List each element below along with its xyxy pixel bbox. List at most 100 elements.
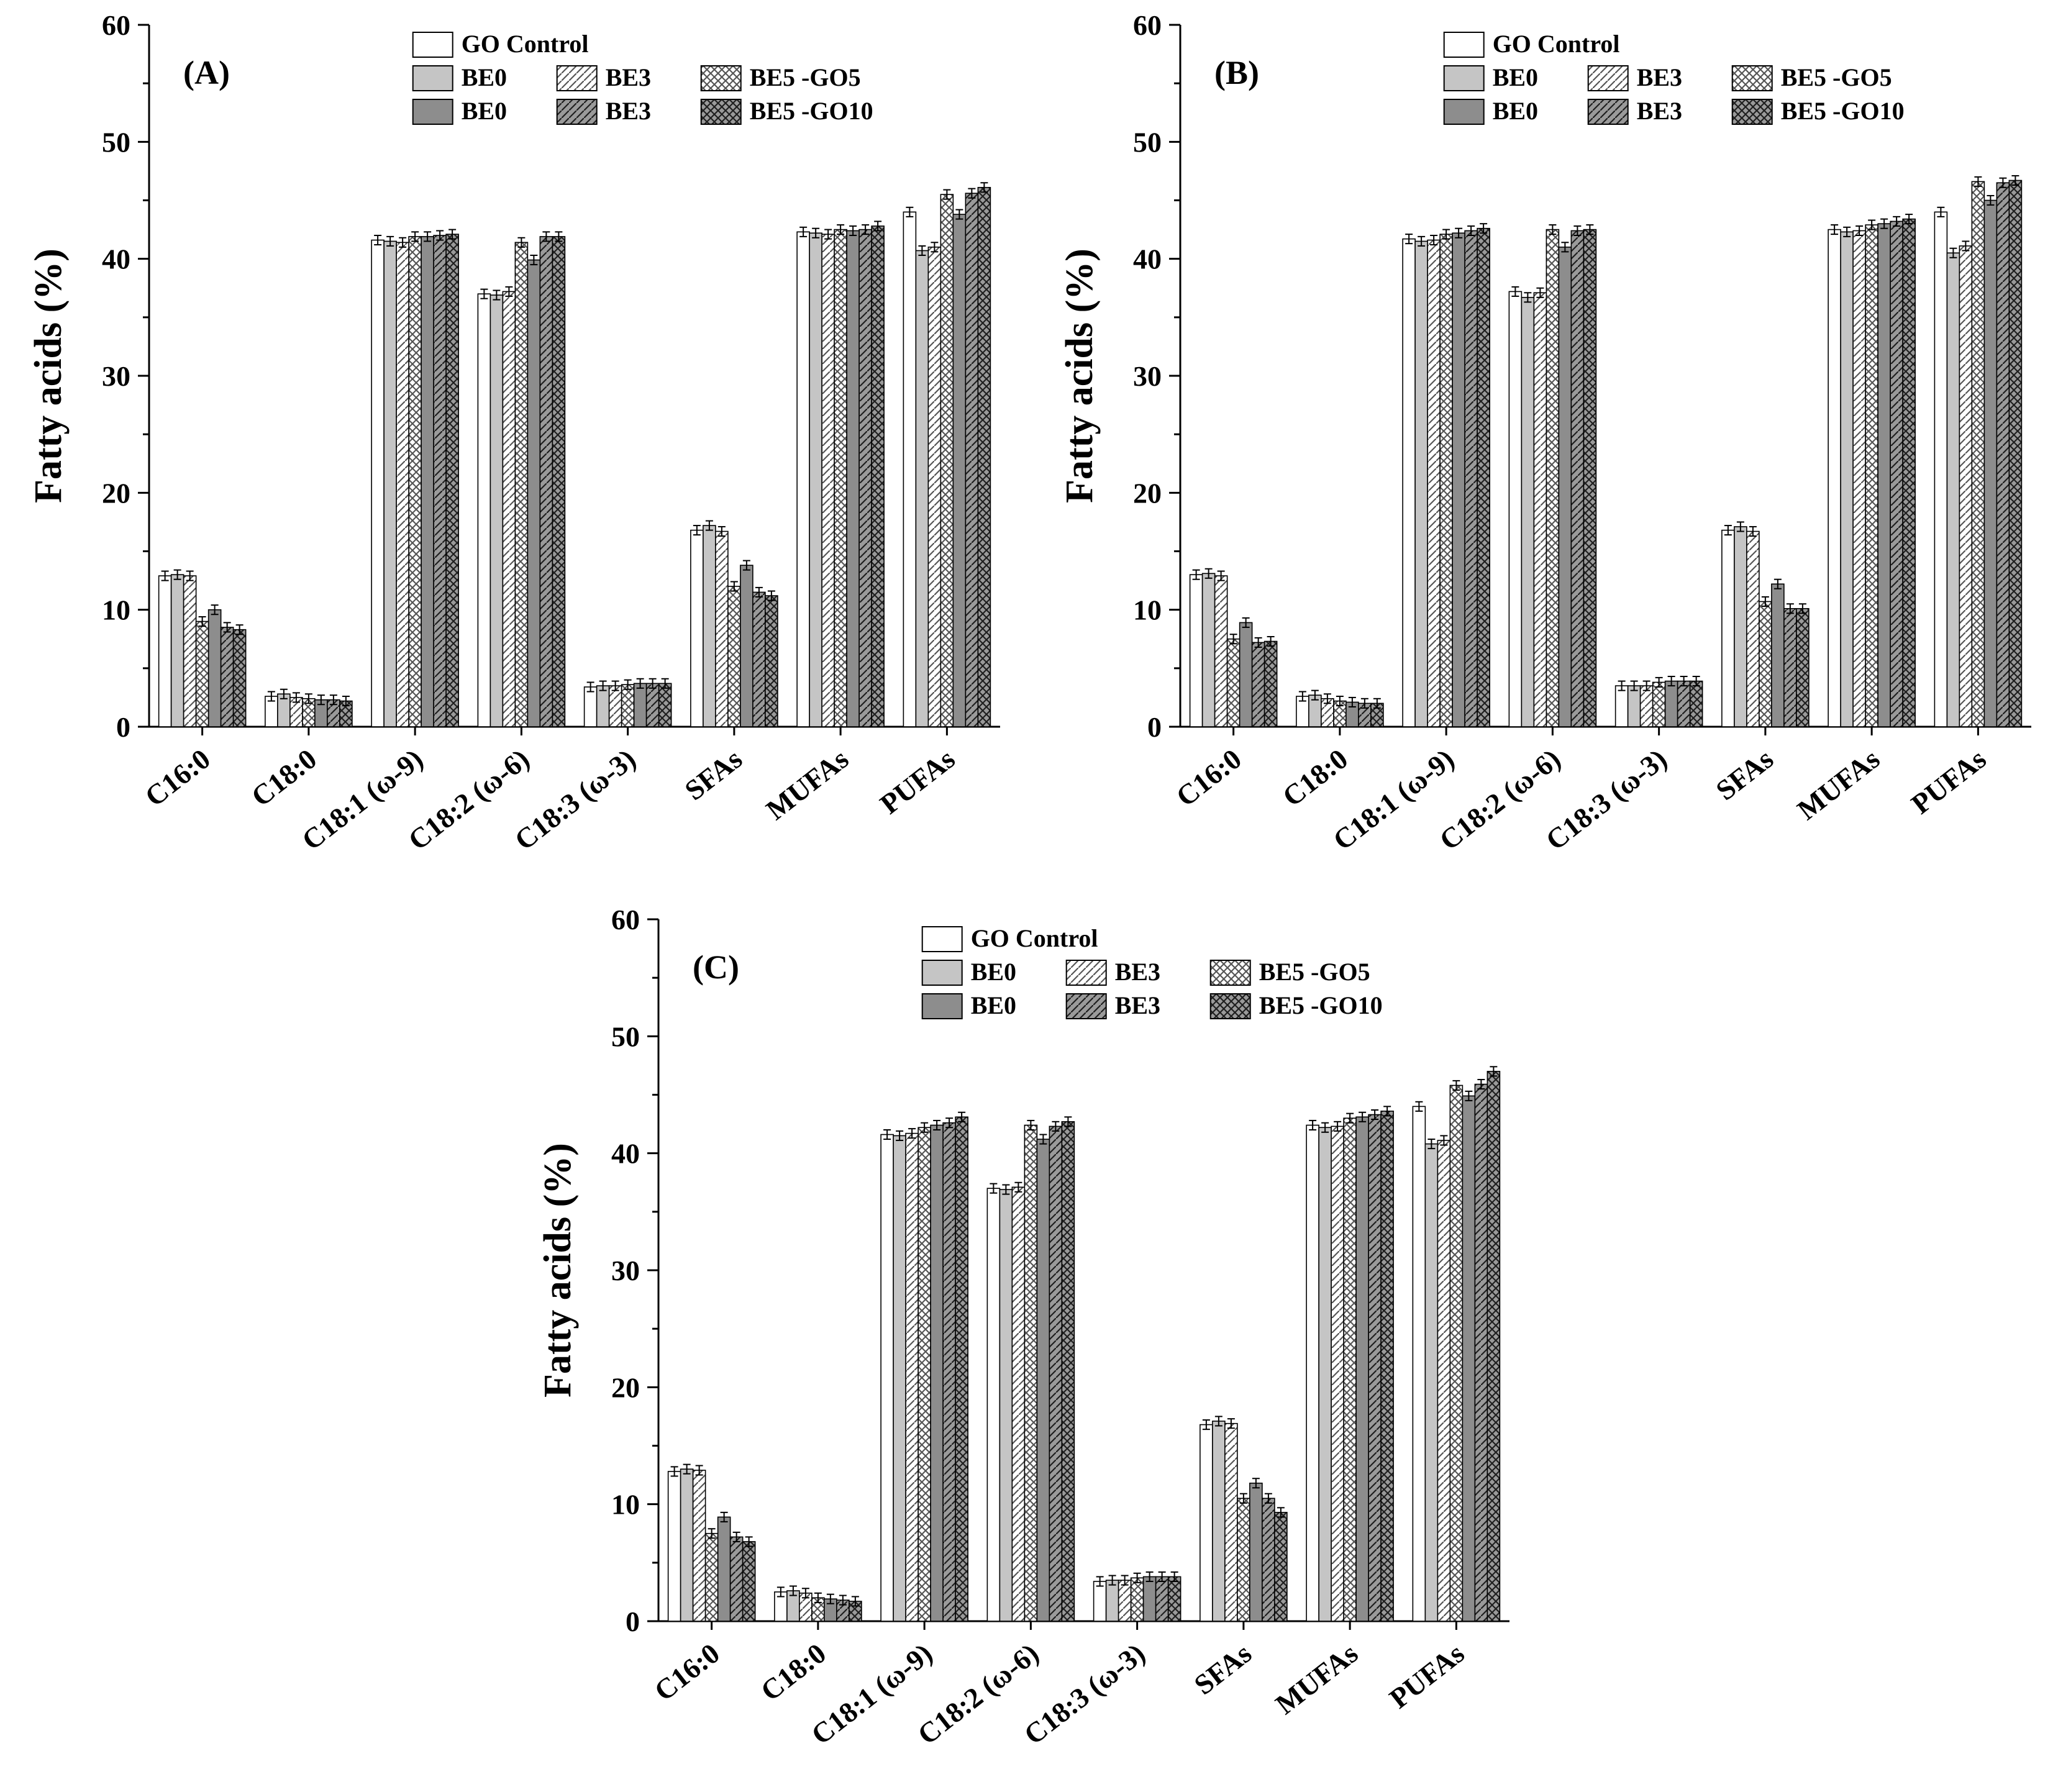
x-category-label: PUFAs	[874, 743, 960, 821]
bar-GOControl-SFAs	[1721, 529, 1735, 727]
bar-BE5-GO10-MUFAs	[1902, 218, 1916, 727]
bar-GOControl-MUFAs	[796, 231, 810, 727]
bar-BE3-C18:3	[608, 685, 622, 727]
y-tick-label: 40	[102, 243, 130, 275]
x-category-label: C16:0	[649, 1637, 726, 1708]
bar-BE5-GO10-C18:3	[658, 683, 672, 727]
bar-BE0-C18:3	[1142, 1576, 1157, 1622]
bar-BE0-MUFAs	[809, 232, 822, 727]
legend-swatch-solid-light	[921, 960, 963, 986]
legend-item: BE3	[1065, 991, 1160, 1019]
bar-BE3-C16:0	[183, 575, 197, 727]
bar-BE0-PUFAs	[1424, 1143, 1439, 1622]
bar-BE3-C18:3	[1155, 1576, 1169, 1622]
bar-BE5-GO10-SFAs	[1796, 607, 1810, 727]
bar-BE5-GO10-C18:2	[1583, 229, 1597, 727]
bar-BE5-GO5-C18:3	[621, 684, 635, 727]
bar-BE3-SFAs	[1262, 1498, 1275, 1622]
bar-BE0-C16:0	[170, 574, 184, 727]
legend-item: BE3	[1587, 63, 1682, 91]
legend-label: GO Control	[1493, 30, 1620, 58]
bar-BE0-C18:3	[633, 683, 647, 727]
bar-BE0-C16:0	[1201, 573, 1216, 727]
legend-label: BE5 -GO5	[750, 63, 861, 91]
bar-BE3-C18:1	[396, 242, 409, 727]
legend-item: BE3	[1587, 97, 1682, 125]
bar-BE5-GO5-C18:1	[408, 236, 422, 727]
legend-swatch-diag-dark	[556, 99, 598, 125]
bar-GOControl-C18:1	[880, 1134, 894, 1622]
x-category-label: C16:0	[1170, 743, 1247, 813]
legend-item: GO Control	[921, 924, 1098, 952]
chart-panel-b: 0 10 20 30 40 50 60 Fatty acids (%) C16:0 C18:0 C1…	[1056, 6, 2050, 898]
bar-BE3-C18:3	[1677, 680, 1691, 727]
legend-item: BE3	[1065, 958, 1160, 986]
bar-GOControl-MUFAs	[1306, 1124, 1319, 1622]
bar-BE3-MUFAs	[1852, 230, 1866, 727]
bar-GOControl-PUFAs	[903, 211, 917, 727]
bar-BE5-GO5-C18:1	[1439, 234, 1453, 727]
bar-BE0-C16:0	[717, 1516, 731, 1622]
bar-BE0-PUFAs	[952, 214, 967, 727]
legend-label: BE5 -GO10	[1259, 991, 1383, 1019]
x-category-label: SFAs	[1188, 1637, 1257, 1701]
bar-BE5-GO10-C16:0	[742, 1541, 756, 1622]
y-tick-label: 40	[611, 1138, 640, 1170]
y-axis-title: Fatty acids (%)	[27, 248, 70, 503]
bar-BE5-GO10-C16:0	[232, 629, 247, 727]
legend-label: BE0	[462, 97, 507, 125]
bar-BE5-GO10-C18:3	[1167, 1576, 1182, 1622]
bar-BE0-MUFAs	[1318, 1127, 1332, 1622]
bar-BE5-GO5-C18:2	[1546, 229, 1560, 727]
y-tick-label: 60	[1133, 9, 1162, 41]
bar-BE5-GO5-PUFAs	[1971, 181, 1985, 727]
bar-BE3-C18:2	[502, 291, 516, 727]
legend-swatch-solid-dark	[1443, 99, 1485, 125]
legend-swatch-white	[412, 32, 453, 58]
bar-BE0-PUFAs	[1462, 1095, 1476, 1622]
bar-GOControl-C18:2	[1508, 291, 1523, 727]
x-category-label: MUFAs	[1270, 1637, 1364, 1721]
bar-BE3-C18:2	[1011, 1186, 1026, 1622]
legend-swatch-diag-dark	[1065, 993, 1107, 1019]
y-tick-label: 50	[611, 1021, 640, 1052]
bar-BE3-SFAs	[1224, 1422, 1238, 1622]
legend-swatch-white	[1443, 32, 1485, 58]
y-tick-label: 60	[611, 904, 640, 935]
chart-panel-a: 0 10 20 30 40 50 60 Fatty acids (%) C16:0 C18:0 C1…	[25, 6, 1019, 898]
y-tick-label: 30	[611, 1255, 640, 1286]
bar-BE0-MUFAs	[1355, 1116, 1369, 1622]
bar-BE0-C18:3	[596, 685, 610, 727]
bar-BE3-SFAs	[1783, 607, 1797, 727]
bar-GOControl-C18:3	[1093, 1581, 1107, 1622]
bar-BE3-PUFAs	[1996, 182, 2010, 727]
bar-BE3-C18:1	[942, 1122, 956, 1622]
y-tick-label: 0	[116, 711, 130, 743]
bar-BE3-C18:1	[433, 235, 447, 727]
bar-BE3-C18:3	[1118, 1580, 1132, 1622]
bar-BE0-SFAs	[1249, 1482, 1263, 1622]
bar-BE0-C18:2	[527, 259, 541, 727]
legend-label: BE3	[1115, 958, 1160, 986]
x-category-label: C18:0	[245, 743, 322, 813]
bar-BE0-C18:1	[1414, 240, 1428, 727]
y-tick-label: 50	[102, 126, 130, 158]
legend-item: GO Control	[412, 30, 589, 58]
legend-item: BE0	[1443, 97, 1538, 125]
bar-BE5-GO10-C18:3	[1689, 680, 1703, 727]
chart-panel-c: 0 10 20 30 40 50 60 Fatty acids (%) C16:0 C18:0 C1…	[534, 901, 1528, 1792]
bar-BE5-GO10-C18:1	[1477, 227, 1490, 727]
legend-label: BE3	[606, 97, 651, 125]
legend-item: BE0	[921, 991, 1016, 1019]
legend-item: BE0	[1443, 63, 1538, 91]
bar-BE0-MUFAs	[1840, 231, 1854, 727]
bar-BE3-MUFAs	[1368, 1114, 1382, 1622]
bar-GOControl-C16:0	[1189, 574, 1203, 727]
bar-BE5-GO5-C18:2	[514, 242, 529, 727]
x-category-label: C18:0	[755, 1637, 832, 1708]
panel-label: (B)	[1214, 54, 1259, 91]
panel-label: (A)	[183, 54, 230, 91]
legend-swatch-diag-light	[556, 65, 598, 91]
bar-BE5-GO5-MUFAs	[1343, 1117, 1357, 1622]
